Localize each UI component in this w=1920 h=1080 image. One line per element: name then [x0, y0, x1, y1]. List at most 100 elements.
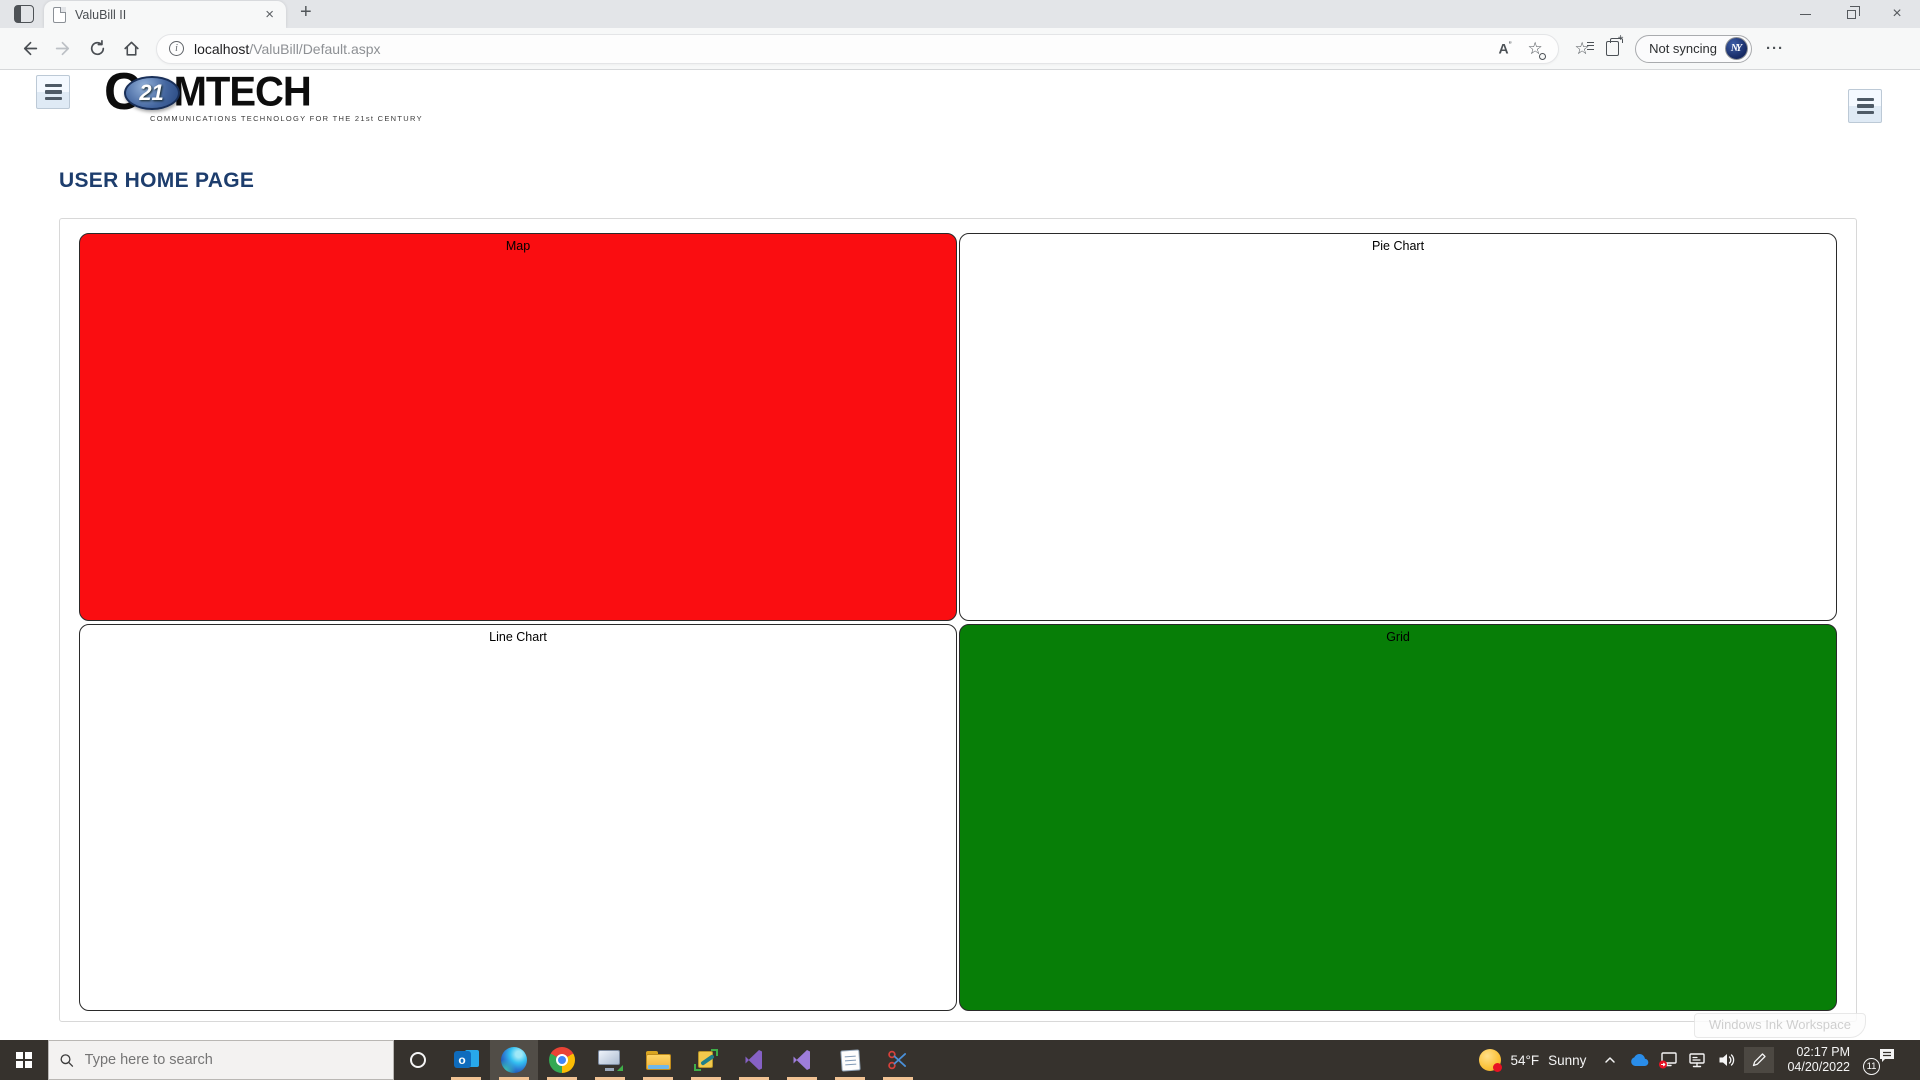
volume-tray-icon[interactable] [1715, 1047, 1737, 1073]
panel-grid-label: Grid [1386, 629, 1410, 644]
taskbar-app-edge[interactable] [490, 1040, 538, 1080]
outlook-icon: o [453, 1049, 479, 1071]
sync-status-label: Not syncing [1649, 41, 1717, 56]
forward-button[interactable] [46, 33, 80, 65]
taskbar-app-remote-desktop[interactable] [586, 1040, 634, 1080]
speaker-icon [1719, 1054, 1735, 1066]
notification-count-badge: 11 [1863, 1058, 1880, 1075]
ethernet-icon [1689, 1053, 1706, 1068]
hamburger-icon [44, 83, 62, 88]
cortana-icon [410, 1052, 426, 1068]
window-minimize-button[interactable] [1782, 0, 1828, 28]
weather-text: 54°F Sunny [1510, 1053, 1586, 1068]
tab-workspaces-icon[interactable] [14, 5, 34, 23]
favorites-lines-icon [1587, 41, 1595, 50]
home-button[interactable] [114, 33, 148, 65]
taskbar-clock[interactable]: 02:17 PM 04/20/2022 [1781, 1045, 1856, 1075]
logo-wordmark: C 21 MTECH [104, 66, 384, 118]
windows-ink-tooltip: Windows Ink Workspace [1693, 1013, 1866, 1038]
refresh-icon [90, 40, 104, 56]
add-favorite-button[interactable]: ☆ [1520, 34, 1550, 64]
new-tab-button[interactable]: + [300, 1, 312, 23]
refresh-button[interactable] [80, 33, 114, 65]
taskbar-app-admin-tool[interactable] [682, 1040, 730, 1080]
favorites-bar-button[interactable]: ☆ [1567, 34, 1597, 64]
screen-share-tray-icon[interactable] [1657, 1047, 1679, 1073]
cortana-button[interactable] [394, 1040, 442, 1080]
notepad-icon [839, 1048, 861, 1072]
collections-button[interactable] [1597, 33, 1627, 64]
favorite-star-icon: ☆ [1527, 39, 1543, 58]
url-path: /ValuBill/Default.aspx [249, 40, 381, 57]
read-aloud-icon: A” [1498, 40, 1512, 57]
taskbar-app-visual-studio[interactable] [730, 1040, 778, 1080]
panel-pie-chart[interactable]: Pie Chart [959, 233, 1837, 621]
search-input[interactable] [84, 1052, 383, 1068]
remote-desktop-icon [598, 1049, 623, 1071]
edge-icon [501, 1047, 527, 1073]
taskbar-app-snipping-tool[interactable] [874, 1040, 922, 1080]
window-close-button[interactable]: × [1892, 5, 1902, 22]
cloud-icon [1631, 1053, 1649, 1067]
panel-line-chart-label: Line Chart [489, 629, 547, 644]
read-aloud-button[interactable]: A” [1490, 34, 1520, 64]
favorites-star-icon: ☆ [1574, 39, 1590, 58]
start-button[interactable] [0, 1040, 48, 1080]
forward-arrow-icon [55, 41, 69, 56]
panel-line-chart[interactable]: Line Chart [79, 623, 957, 1011]
onedrive-tray-icon[interactable] [1628, 1047, 1650, 1073]
action-center-button[interactable]: 11 [1863, 1047, 1897, 1075]
site-info-icon[interactable]: i [169, 41, 184, 56]
taskbar-weather[interactable]: 54°F Sunny [1479, 1049, 1592, 1072]
profile-sync-button[interactable]: Not syncing NY [1635, 34, 1752, 63]
logo-21-badge: 21 [123, 76, 180, 110]
windows-ink-tray-icon[interactable] [1744, 1047, 1775, 1073]
chevron-up-icon [1605, 1057, 1616, 1063]
clock-date: 04/20/2022 [1787, 1060, 1850, 1074]
network-tray-icon[interactable] [1686, 1047, 1708, 1073]
pen-icon [1753, 1053, 1767, 1067]
window-restore-button[interactable] [1828, 0, 1874, 28]
taskbar-app-file-explorer[interactable] [634, 1040, 682, 1080]
page-title: USER HOME PAGE [59, 169, 255, 192]
panel-grid-widget[interactable]: Grid [959, 623, 1837, 1011]
taskbar-search[interactable] [48, 1040, 394, 1080]
profile-avatar: NY [1725, 37, 1748, 60]
visual-studio-icon [745, 1050, 762, 1070]
panel-pie-chart-label: Pie Chart [1371, 239, 1425, 253]
taskbar-left: o [0, 1040, 922, 1080]
tray-overflow-button[interactable] [1599, 1047, 1621, 1073]
dashboard-container: Map Pie Chart Line Chart Grid [59, 218, 1857, 1022]
chrome-icon [549, 1047, 575, 1073]
monitor-badge-icon [1659, 1052, 1678, 1069]
logo-mtech-text: MTECH [173, 68, 312, 115]
settings-menu-button[interactable]: ··· [1760, 34, 1790, 64]
taskbar-app-chrome[interactable] [538, 1040, 586, 1080]
panel-map[interactable]: Map [79, 233, 957, 621]
file-explorer-icon [645, 1050, 671, 1070]
url-text[interactable]: localhost/ValuBill/Default.aspx [194, 41, 1490, 57]
taskbar-app-notepad[interactable] [826, 1040, 874, 1080]
window-controls: × [1782, 0, 1920, 28]
taskbar-app-visual-studio-alt[interactable] [778, 1040, 826, 1080]
page-document-icon [53, 6, 66, 23]
browser-toolbar: i localhost/ValuBill/Default.aspx A” ☆ ☆… [0, 28, 1920, 70]
system-tray: 54°F Sunny 02:17 PM 04/20/2022 [1479, 1040, 1920, 1080]
hamburger-icon [1856, 97, 1874, 102]
taskbar-app-outlook[interactable]: o [442, 1040, 490, 1080]
weather-sun-icon [1479, 1049, 1503, 1072]
notification-bubble-icon [1880, 1049, 1894, 1062]
back-button[interactable] [12, 33, 46, 65]
menu-toggle-left-button[interactable] [36, 75, 70, 109]
address-bar[interactable]: i localhost/ValuBill/Default.aspx A” ☆ [156, 33, 1560, 64]
taskbar: o [0, 1040, 1920, 1080]
menu-toggle-right-button[interactable] [1848, 89, 1882, 123]
panel-map-label: Map [505, 239, 531, 253]
browser-tab-active[interactable]: ValuBill II × [44, 1, 286, 28]
search-icon [60, 1053, 74, 1067]
weather-temp: 54°F [1510, 1052, 1540, 1068]
back-arrow-icon [23, 41, 37, 56]
collections-icon [1605, 33, 1624, 56]
tab-close-icon[interactable]: × [265, 6, 274, 23]
